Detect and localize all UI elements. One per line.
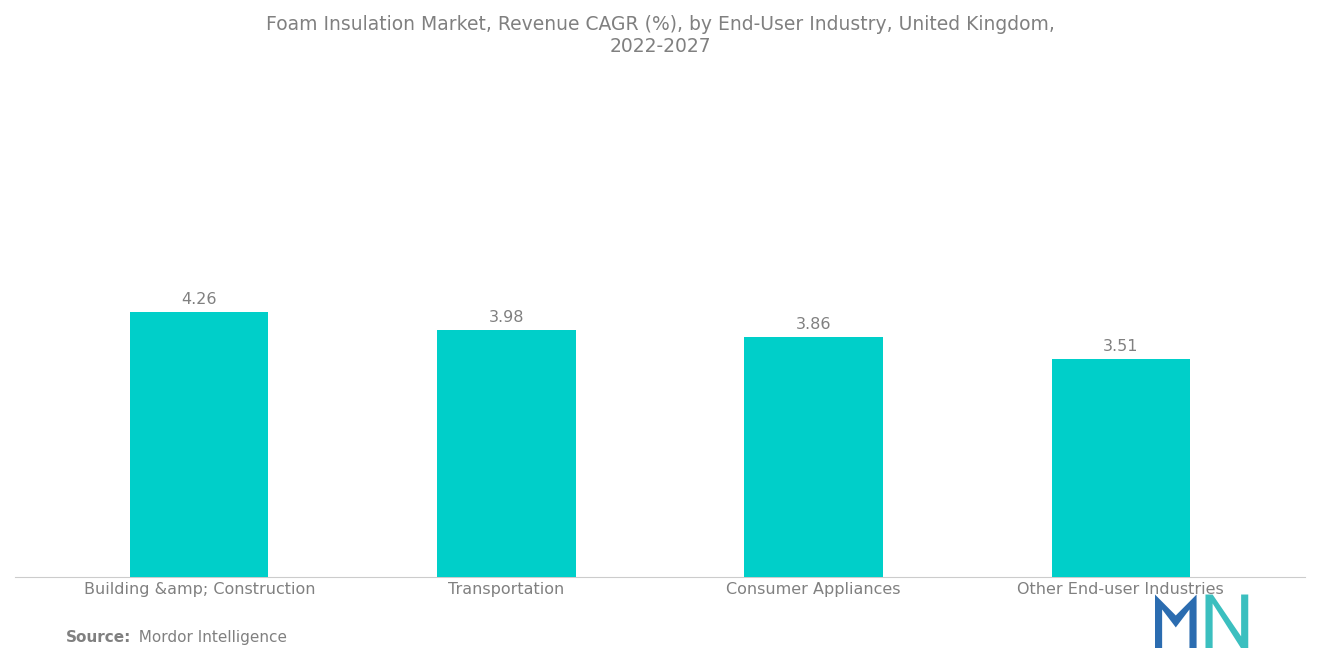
Text: 4.26: 4.26	[182, 292, 216, 307]
Text: 3.86: 3.86	[796, 317, 832, 332]
Text: Mordor Intelligence: Mordor Intelligence	[129, 630, 288, 645]
Bar	[744, 337, 883, 577]
Text: 3.51: 3.51	[1104, 339, 1138, 354]
Bar	[131, 312, 268, 577]
Text: Source:: Source:	[66, 630, 132, 645]
Polygon shape	[1155, 595, 1196, 648]
Bar	[437, 330, 576, 577]
Bar	[1052, 359, 1189, 577]
Title: Foam Insulation Market, Revenue CAGR (%), by End-User Industry, United Kingdom,
: Foam Insulation Market, Revenue CAGR (%)…	[265, 15, 1055, 56]
Polygon shape	[1205, 595, 1249, 648]
Text: 3.98: 3.98	[488, 310, 524, 325]
